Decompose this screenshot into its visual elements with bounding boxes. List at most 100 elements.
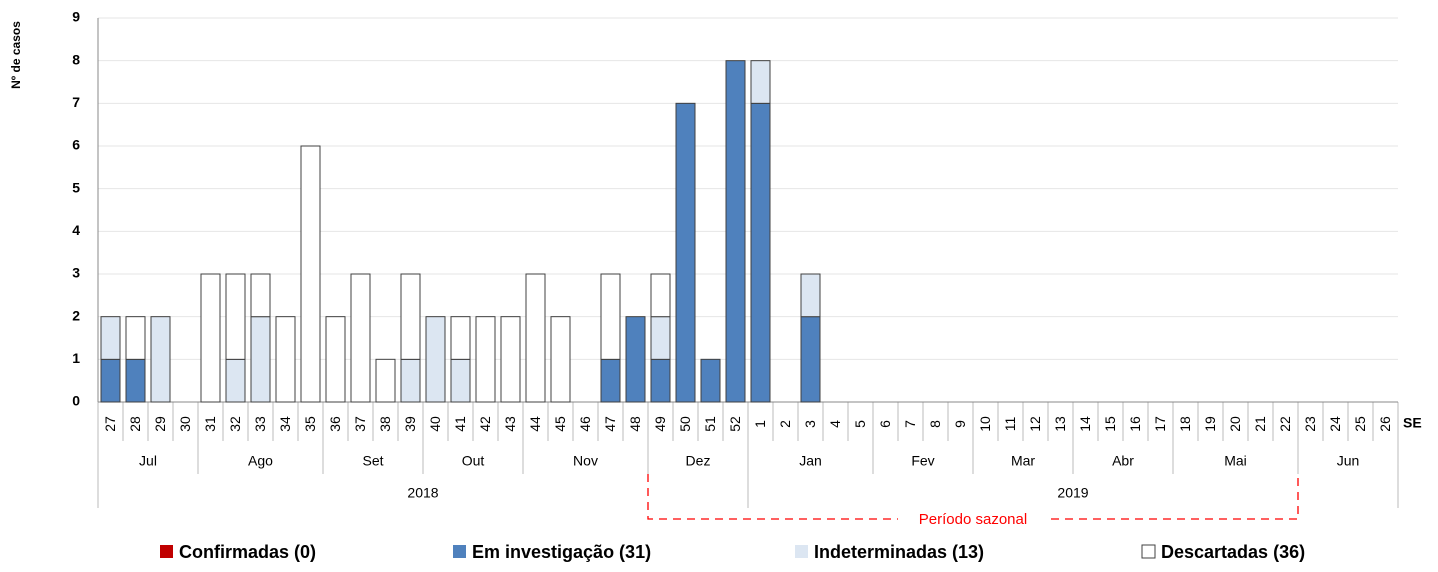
legend-label: Descartadas (36)	[1161, 542, 1305, 562]
x-tick-label: 47	[602, 416, 618, 432]
y-axis-title: Nº de casos	[9, 21, 23, 89]
x-tick-label: 34	[277, 416, 293, 432]
bar	[700, 358, 721, 403]
bar	[200, 273, 221, 403]
x-tick-label: 31	[202, 416, 218, 432]
bar	[300, 145, 321, 403]
x-tick-label: 48	[627, 416, 643, 432]
bar	[675, 102, 696, 403]
bar	[250, 316, 271, 403]
y-tick-label: 2	[72, 307, 80, 323]
legend-swatch	[160, 545, 173, 558]
bar	[450, 358, 471, 403]
bar	[500, 316, 521, 403]
x-tick-label: 38	[377, 416, 393, 432]
bar	[400, 358, 421, 403]
annotation: Período sazonal	[919, 511, 1027, 528]
x-tick-label: 52	[727, 416, 743, 432]
bar	[525, 273, 546, 403]
month-label: Ago	[248, 453, 273, 469]
x-tick-label: 22	[1277, 416, 1293, 432]
bar	[375, 358, 396, 403]
month-label: Abr	[1112, 453, 1134, 469]
bar	[100, 358, 121, 403]
x-tick-label: 33	[252, 416, 268, 432]
legend-label: Em investigação (31)	[472, 542, 651, 562]
y-tick-label: 6	[72, 137, 80, 153]
x-tick-label: 27	[102, 416, 118, 432]
month-label: Mar	[1011, 453, 1035, 469]
y-tick-label: 3	[72, 265, 80, 281]
year-label: 2018	[407, 485, 438, 501]
month-label: Nov	[573, 453, 598, 469]
legend-swatch	[795, 545, 808, 558]
bar	[100, 316, 121, 360]
x-tick-label: 2	[777, 420, 793, 428]
x-tick-label: 10	[977, 416, 993, 432]
bar	[475, 316, 496, 403]
bar	[600, 358, 621, 403]
x-tick-label: 3	[802, 420, 818, 428]
x-tick-label: 13	[1052, 416, 1068, 432]
x-tick-label: 18	[1177, 416, 1193, 432]
bar	[325, 316, 346, 403]
x-tick-label: 9	[952, 420, 968, 428]
x-tick-label: 49	[652, 416, 668, 432]
bar	[275, 316, 296, 403]
y-tick-label: 1	[72, 350, 80, 366]
x-tick-label: 26	[1377, 416, 1393, 432]
x-axis-title: SE	[1403, 415, 1422, 431]
bar	[800, 316, 821, 403]
x-tick-label: 25	[1352, 416, 1368, 432]
x-tick-label: 7	[902, 420, 918, 428]
month-label: Out	[462, 453, 485, 469]
bar	[650, 273, 671, 318]
x-tick-label: 35	[302, 416, 318, 432]
x-tick-label: 11	[1002, 417, 1018, 432]
bar	[400, 273, 421, 360]
bar	[350, 273, 371, 403]
x-tick-label: 5	[852, 420, 868, 428]
month-label: Jul	[139, 453, 157, 469]
x-tick-label: 14	[1077, 416, 1093, 432]
year-label: 2019	[1057, 485, 1088, 501]
x-tick-label: 30	[177, 416, 193, 432]
bar	[250, 273, 271, 318]
x-tick-label: 4	[827, 420, 843, 428]
y-tick-label: 4	[72, 222, 80, 238]
x-tick-label: 21	[1252, 416, 1268, 432]
y-tick-label: 5	[72, 179, 80, 195]
legend-label: Confirmadas (0)	[179, 542, 316, 562]
x-tick-label: 32	[227, 416, 243, 432]
bar	[225, 358, 246, 403]
x-tick-label: 28	[127, 416, 143, 432]
x-tick-label: 12	[1027, 416, 1043, 432]
x-tick-label: 1	[752, 420, 768, 428]
y-tick-label: 8	[72, 51, 80, 67]
bar	[650, 358, 671, 403]
month-label: Mai	[1224, 453, 1247, 469]
month-label: Set	[362, 453, 383, 469]
bar	[550, 316, 571, 403]
bar	[650, 316, 671, 360]
x-tick-label: 36	[327, 416, 343, 432]
bar	[150, 316, 171, 403]
x-tick-label: 19	[1202, 416, 1218, 432]
x-tick-label: 24	[1327, 416, 1343, 432]
annotation-bg	[898, 509, 1048, 529]
y-tick-label: 0	[72, 393, 80, 409]
x-tick-label: 50	[677, 416, 693, 432]
legend-swatch	[453, 545, 466, 558]
x-tick-label: 39	[402, 416, 418, 432]
y-tick-label: 9	[72, 9, 80, 25]
x-tick-label: 46	[577, 416, 593, 432]
month-label: Fev	[911, 453, 934, 469]
x-tick-label: 17	[1152, 416, 1168, 432]
x-tick-label: 43	[502, 416, 518, 432]
legend-label: Indeterminadas (13)	[814, 542, 984, 562]
x-tick-label: 51	[702, 416, 718, 432]
bar	[625, 316, 646, 403]
bar	[125, 316, 146, 360]
x-tick-label: 41	[452, 416, 468, 432]
month-label: Dez	[686, 453, 711, 469]
